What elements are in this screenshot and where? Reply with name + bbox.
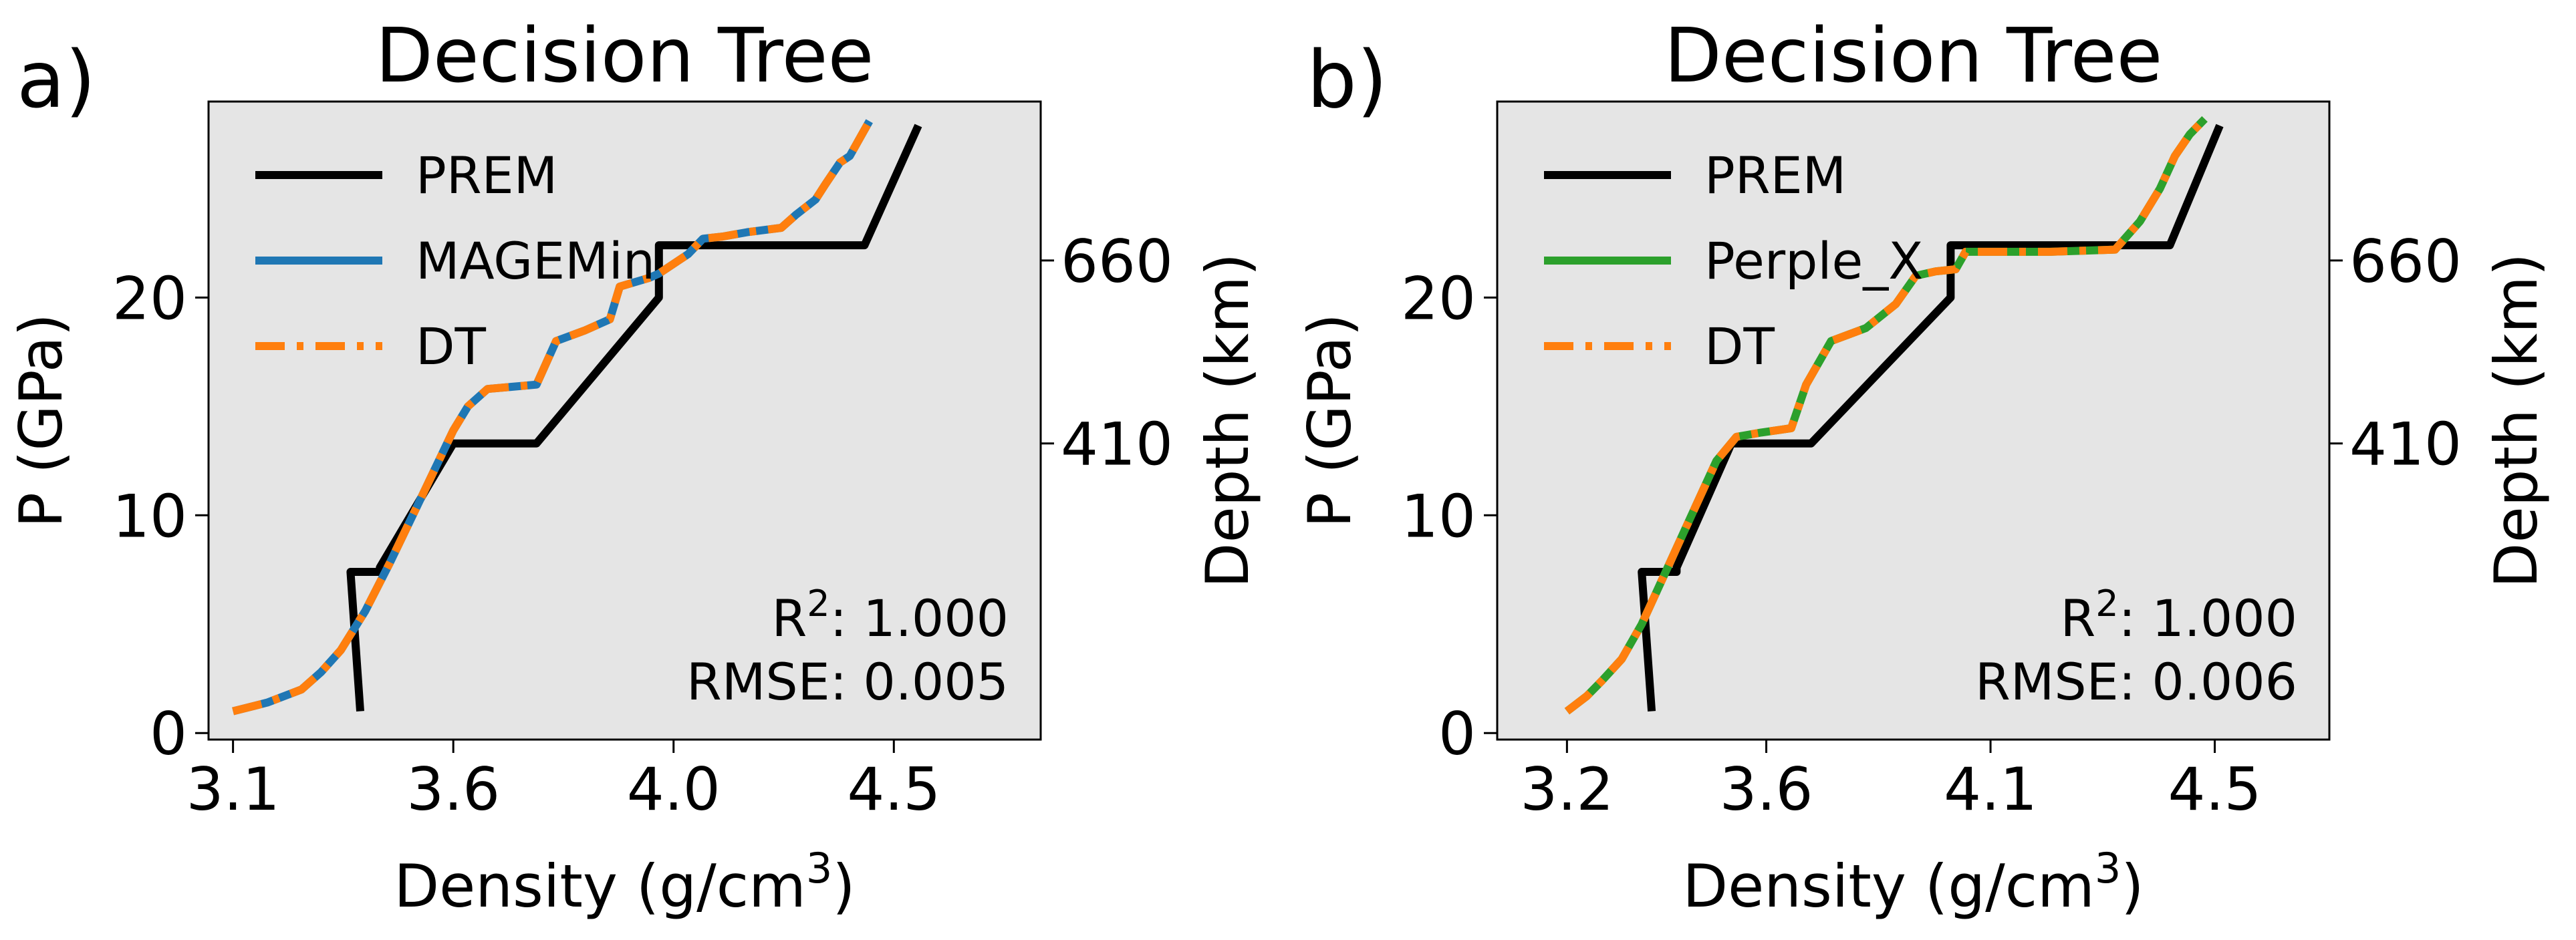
x-tick-label: 3.2 (1520, 755, 1614, 824)
x-tick-label: 3.1 (186, 755, 280, 824)
chart-panel-2: 3.2 3.6 4.1 4.5 0 10 20 410 660 Decision Tree b) De… (1295, 13, 2551, 921)
legend: PREM MAGEMin DT (255, 146, 655, 376)
legend: PREM Perple_X DT (1544, 146, 1923, 376)
x-tick-label: 4.1 (1944, 755, 2037, 824)
y-tick-label: 10 (1401, 482, 1476, 551)
x-tick-label: 3.6 (1720, 755, 1813, 824)
x-tick-label: 3.6 (406, 755, 500, 824)
rmse-annotation: RMSE: 0.006 (1975, 652, 2297, 712)
legend-entry: DT (1704, 317, 1775, 376)
chart-panel-1: 3.1 3.6 4.0 4.5 0 10 20 410 660 Decision Tree a) De… (7, 13, 1262, 921)
legend-entry: MAGEMin (416, 231, 655, 291)
series-line-dt (232, 119, 873, 716)
y2-tick-label: 660 (2349, 227, 2462, 296)
series-line-dt (1564, 116, 2208, 715)
legend-entry: PREM (1704, 146, 1846, 205)
legend-entry: DT (416, 317, 487, 376)
y2-tick-label: 410 (1061, 410, 1173, 479)
y2-axis-label: Depth (km) (2482, 253, 2551, 588)
panel-label: b) (1307, 33, 1388, 126)
y-tick-label: 20 (112, 264, 187, 333)
y-axis-label: P (GPa) (1295, 313, 1364, 528)
x-axis-label: Density (g/cm3) (394, 844, 855, 921)
series-line-prem (1638, 124, 2224, 712)
x-axis-label: Density (g/cm3) (1682, 844, 2144, 921)
series-line-prem (346, 124, 922, 712)
y2-tick-label: 660 (1061, 227, 1173, 296)
chart-title: Decision Tree (1664, 13, 2163, 100)
y-tick-label: 0 (150, 699, 187, 768)
y-tick-label: 10 (112, 482, 187, 551)
chart-title: Decision Tree (376, 13, 874, 100)
y2-tick-label: 410 (2349, 410, 2462, 479)
y-tick-label: 0 (1438, 699, 1476, 768)
legend-entry: Perple_X (1704, 231, 1923, 291)
plot-frame (207, 100, 1042, 741)
y2-axis-label: Depth (km) (1193, 253, 1262, 588)
x-tick-label: 4.5 (2168, 755, 2262, 824)
y-axis-label: P (GPa) (7, 313, 76, 528)
x-tick-label: 4.0 (627, 755, 721, 824)
plot-frame (1496, 100, 2331, 741)
x-tick-label: 4.5 (847, 755, 940, 824)
legend-entry: PREM (416, 146, 557, 205)
y-tick-label: 20 (1401, 264, 1476, 333)
panel-label: a) (17, 33, 96, 126)
r2-annotation: R2: 1.000 (2060, 583, 2297, 648)
rmse-annotation: RMSE: 0.005 (686, 652, 1009, 712)
r2-annotation: R2: 1.000 (771, 583, 1009, 648)
